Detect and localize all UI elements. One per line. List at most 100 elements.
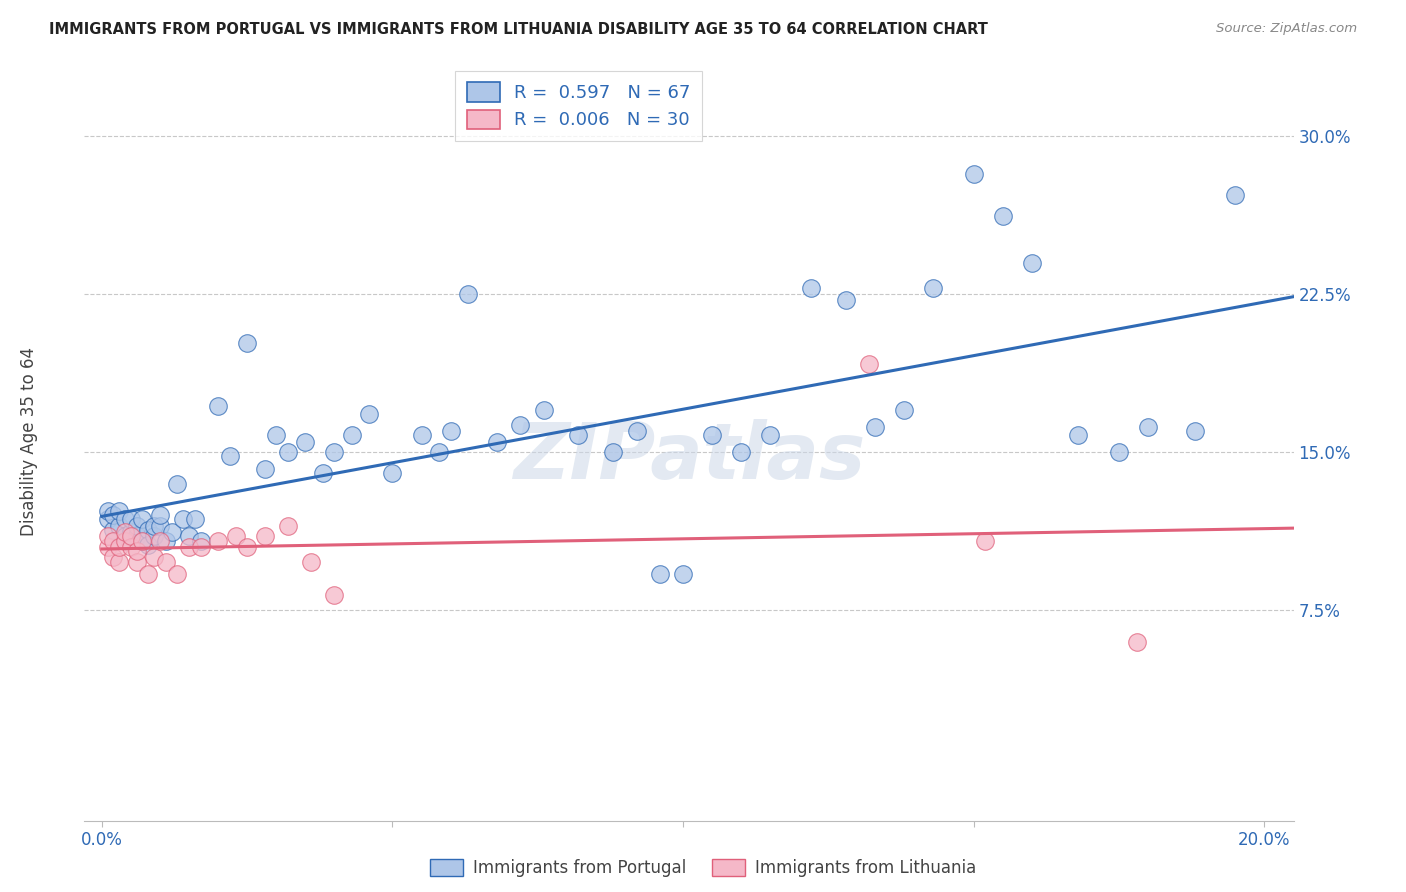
Point <box>1108 445 1130 459</box>
Point <box>800 281 823 295</box>
Point <box>131 512 153 526</box>
Point <box>533 403 555 417</box>
Point <box>143 550 166 565</box>
Point <box>567 428 589 442</box>
Point <box>125 529 148 543</box>
Point <box>858 357 880 371</box>
Point <box>1184 424 1206 438</box>
Point <box>991 209 1014 223</box>
Point <box>108 540 131 554</box>
Point <box>108 555 131 569</box>
Point <box>359 407 381 421</box>
Point <box>166 476 188 491</box>
Point <box>131 533 153 548</box>
Text: IMMIGRANTS FROM PORTUGAL VS IMMIGRANTS FROM LITHUANIA DISABILITY AGE 35 TO 64 CO: IMMIGRANTS FROM PORTUGAL VS IMMIGRANTS F… <box>49 22 988 37</box>
Point <box>149 518 172 533</box>
Point <box>103 533 125 548</box>
Point <box>1125 634 1147 648</box>
Point <box>253 529 276 543</box>
Point <box>486 434 509 449</box>
Legend: Immigrants from Portugal, Immigrants from Lithuania: Immigrants from Portugal, Immigrants fro… <box>423 852 983 884</box>
Point <box>172 512 194 526</box>
Point <box>103 523 125 537</box>
Point <box>1137 419 1160 434</box>
Point <box>166 567 188 582</box>
Point <box>120 540 142 554</box>
Point <box>114 525 136 540</box>
Text: ZIPatlas: ZIPatlas <box>513 418 865 495</box>
Point <box>509 417 531 432</box>
Legend: R =  0.597   N = 67, R =  0.006   N = 30: R = 0.597 N = 67, R = 0.006 N = 30 <box>456 70 702 141</box>
Point <box>114 533 136 548</box>
Point <box>648 567 671 582</box>
Point <box>143 518 166 533</box>
Point <box>236 540 259 554</box>
Point <box>277 518 299 533</box>
Point <box>190 533 212 548</box>
Point <box>457 287 479 301</box>
Point <box>439 424 461 438</box>
Point <box>602 445 624 459</box>
Point <box>759 428 782 442</box>
Point <box>131 533 153 548</box>
Point <box>108 504 131 518</box>
Point <box>97 529 120 543</box>
Point <box>323 445 346 459</box>
Point <box>730 445 752 459</box>
Point <box>125 555 148 569</box>
Point <box>114 529 136 543</box>
Point <box>253 462 276 476</box>
Point <box>863 419 886 434</box>
Point <box>97 540 120 554</box>
Point <box>177 540 200 554</box>
Point <box>218 450 240 464</box>
Point <box>381 466 404 480</box>
Point <box>207 399 229 413</box>
Point <box>974 533 997 548</box>
Point <box>299 555 322 569</box>
Text: Source: ZipAtlas.com: Source: ZipAtlas.com <box>1216 22 1357 36</box>
Point <box>340 428 363 442</box>
Point <box>963 167 986 181</box>
Point <box>177 529 200 543</box>
Point <box>323 588 346 602</box>
Point <box>136 538 159 552</box>
Point <box>120 512 142 526</box>
Point <box>136 523 159 537</box>
Point <box>672 567 695 582</box>
Point <box>155 533 177 548</box>
Point <box>1067 428 1090 442</box>
Point <box>125 518 148 533</box>
Point <box>236 335 259 350</box>
Point <box>277 445 299 459</box>
Point <box>155 555 177 569</box>
Point <box>149 508 172 523</box>
Point <box>125 544 148 558</box>
Point <box>103 550 125 565</box>
Y-axis label: Disability Age 35 to 64: Disability Age 35 to 64 <box>20 347 38 536</box>
Point <box>103 508 125 523</box>
Point <box>225 529 247 543</box>
Point <box>294 434 316 449</box>
Point <box>207 533 229 548</box>
Point <box>136 567 159 582</box>
Point <box>835 293 858 308</box>
Point <box>264 428 287 442</box>
Point <box>411 428 433 442</box>
Point <box>120 529 142 543</box>
Point <box>922 281 945 295</box>
Point <box>149 533 172 548</box>
Point <box>893 403 915 417</box>
Point <box>160 525 183 540</box>
Point <box>97 504 120 518</box>
Point <box>184 512 207 526</box>
Point <box>702 428 724 442</box>
Point <box>626 424 648 438</box>
Point <box>1225 188 1247 202</box>
Point <box>1021 255 1043 269</box>
Point <box>190 540 212 554</box>
Point <box>120 525 142 540</box>
Point <box>143 529 166 543</box>
Point <box>108 518 131 533</box>
Point <box>114 512 136 526</box>
